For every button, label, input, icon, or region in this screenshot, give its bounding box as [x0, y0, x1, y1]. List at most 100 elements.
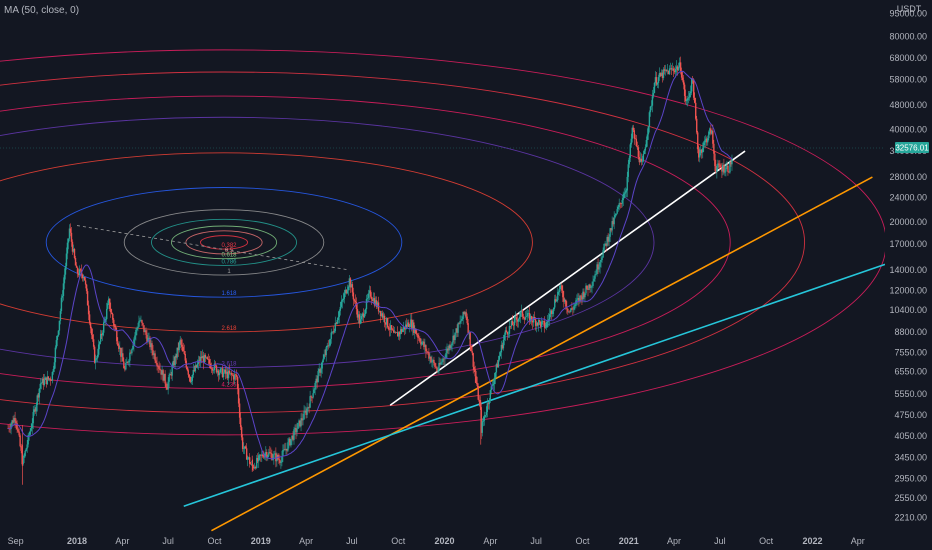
candle-body	[401, 329, 403, 332]
candle-body	[298, 420, 300, 424]
candle-body	[109, 298, 111, 309]
candle-body	[472, 353, 474, 367]
candle-body	[496, 364, 499, 368]
candle-body	[165, 383, 167, 387]
price-scale-panel[interactable]	[885, 0, 932, 550]
trend-line-0[interactable]	[389, 150, 746, 406]
candle-body	[337, 316, 339, 320]
candle-body	[361, 313, 364, 316]
candle-body	[356, 309, 359, 318]
candle-body	[31, 423, 33, 429]
trend-line-2[interactable]	[183, 263, 886, 507]
candle-body	[150, 343, 152, 348]
price-tick-label: 28000.00	[889, 172, 927, 182]
candle-body	[589, 284, 591, 288]
candle-body	[120, 347, 122, 357]
time-tick-label: 2020	[434, 536, 454, 546]
candle-body	[245, 448, 248, 460]
candle-body	[22, 457, 24, 465]
trend-lines[interactable]	[183, 150, 886, 532]
candle-body	[598, 266, 600, 270]
candle-body	[577, 297, 579, 300]
candle-body	[155, 360, 157, 363]
candle-body	[682, 80, 685, 85]
candle-body	[219, 368, 222, 373]
candle-body	[451, 342, 453, 346]
candle-body	[607, 237, 609, 242]
candle-body	[432, 359, 434, 362]
indicator-legend[interactable]: MA (50, close, 0)	[4, 5, 80, 16]
candle-body	[10, 424, 12, 429]
candle-body	[255, 466, 257, 468]
candle-body	[52, 369, 55, 372]
candle-body	[561, 285, 563, 291]
candle-body	[84, 280, 87, 285]
candle-body	[314, 382, 316, 390]
price-tick-label: 48000.00	[889, 100, 927, 110]
candle-body	[550, 310, 552, 315]
candle-body	[444, 358, 446, 359]
fib-level-label: 4.236	[222, 383, 238, 389]
candle-body	[53, 362, 56, 370]
candle-body	[674, 68, 677, 73]
candle-body	[188, 374, 190, 377]
trend-line-1[interactable]	[211, 176, 873, 532]
candle-body	[402, 329, 404, 332]
candle-body	[553, 307, 555, 312]
candle-body	[306, 408, 308, 415]
candle-body	[91, 334, 94, 340]
candle-body	[301, 418, 303, 421]
candle-body	[584, 293, 586, 298]
candle-body	[350, 284, 353, 288]
candle-body	[328, 345, 330, 347]
candle-body	[359, 319, 362, 324]
candle-body	[500, 344, 503, 353]
candle-body	[44, 377, 47, 380]
candle-body	[45, 377, 48, 385]
candle-body	[600, 260, 602, 262]
candle-body	[591, 285, 593, 287]
candle-body	[348, 278, 351, 287]
candle-body	[671, 68, 674, 70]
candle-body	[32, 412, 34, 424]
candle-body	[557, 291, 559, 301]
candle-body	[318, 369, 320, 372]
candle-body	[192, 369, 195, 375]
candle-body	[452, 335, 454, 343]
candle-body	[646, 134, 649, 140]
candle-body	[663, 69, 666, 71]
candle-body	[21, 450, 23, 465]
candle-body	[15, 421, 17, 424]
candle-body	[62, 283, 65, 297]
candle-body	[34, 409, 36, 412]
candle-body	[92, 339, 95, 347]
candle-body	[654, 77, 657, 83]
candle-body	[259, 454, 261, 456]
candle-body	[117, 341, 119, 346]
candle-body	[371, 299, 374, 302]
candle-body	[592, 281, 594, 286]
candle-body	[590, 286, 592, 288]
time-tick-label: Jul	[714, 536, 726, 546]
price-axis: 2210.00 2550.00 2950.00 3450.00 4050.00 4750.…	[889, 8, 927, 522]
candle-body	[224, 369, 227, 374]
candle-body	[89, 323, 92, 329]
time-tick-label: Apr	[115, 536, 129, 546]
candle-body	[326, 345, 328, 348]
candle-body	[713, 143, 715, 154]
candle-body	[539, 321, 542, 327]
candle-body	[567, 308, 569, 312]
candle-body	[409, 326, 411, 328]
candle-body	[237, 388, 240, 404]
candle-body	[632, 127, 634, 131]
candle-body	[613, 217, 615, 225]
candle-body	[158, 366, 160, 369]
candle-body	[684, 95, 687, 102]
candle-body	[105, 319, 107, 320]
candle-body	[275, 453, 277, 462]
candle-body	[40, 383, 42, 384]
candle-body	[339, 306, 342, 311]
candle-body	[408, 322, 410, 328]
candle-body	[216, 370, 219, 373]
